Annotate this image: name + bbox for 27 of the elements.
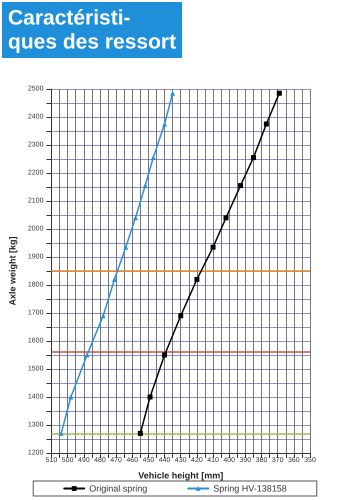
point xyxy=(162,122,168,126)
point xyxy=(100,313,106,318)
x-axis-title: Vehicle height [mm] xyxy=(138,470,224,480)
point xyxy=(112,276,117,282)
point xyxy=(170,90,176,96)
point xyxy=(132,215,138,220)
chart-title: Caractéristi- ques des ressort xyxy=(8,6,176,54)
point xyxy=(138,430,143,436)
legend-label: Original spring xyxy=(89,484,148,494)
point xyxy=(276,90,282,96)
point xyxy=(250,155,256,160)
point xyxy=(142,183,148,188)
point xyxy=(84,352,90,358)
point xyxy=(178,313,184,318)
point xyxy=(123,244,128,250)
point xyxy=(264,122,269,126)
point xyxy=(194,276,200,282)
legend-label: Spring HV-138158 xyxy=(213,484,287,494)
point xyxy=(68,394,74,400)
point xyxy=(210,244,216,250)
point xyxy=(238,183,244,188)
point xyxy=(148,394,153,400)
point xyxy=(58,430,64,436)
y-axis-title: Axle weight [kg] xyxy=(8,236,18,306)
point xyxy=(162,352,168,358)
point xyxy=(223,215,228,220)
point xyxy=(150,155,156,160)
